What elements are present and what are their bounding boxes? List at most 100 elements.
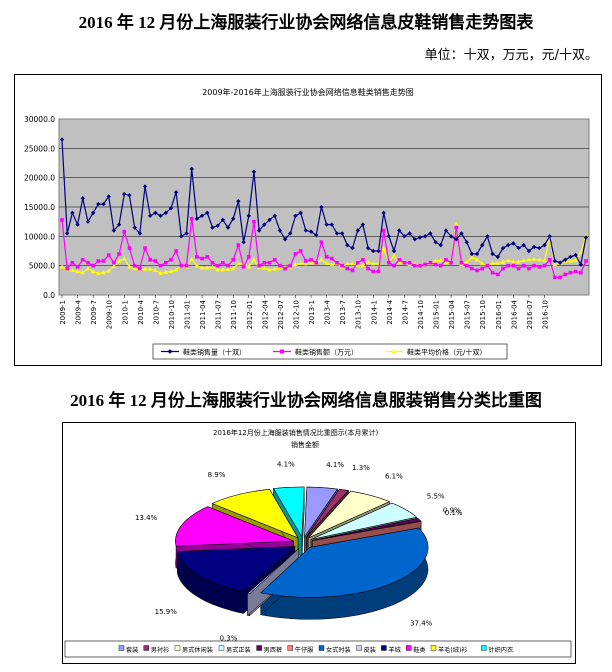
- pie-legend-label: 男西裤: [264, 646, 283, 654]
- pie-legend-swatch: [287, 645, 294, 651]
- data-point-sales_amt: [288, 263, 293, 268]
- data-point-avg_price: [516, 259, 521, 264]
- data-point-sales_amt: [96, 259, 101, 263]
- pie-legend-swatch: [143, 645, 150, 651]
- data-point-sales_qty: [454, 237, 459, 242]
- data-point-sales_qty: [173, 190, 179, 195]
- data-point-sales_amt: [221, 260, 225, 265]
- pie-legend-label: 套装: [126, 646, 138, 654]
- line-chart: 2009年-2016年上海服装行业协会网络信息鞋类销售走势图 30000.0 25…: [24, 87, 590, 360]
- data-point-sales_qty: [189, 166, 194, 172]
- data-point-sales_qty: [334, 231, 340, 236]
- data-point-avg_price: [127, 264, 132, 269]
- data-point-sales_amt: [428, 260, 433, 265]
- data-point-avg_price: [350, 261, 355, 266]
- data-point-sales_amt: [516, 266, 521, 271]
- data-point-sales_qty: [526, 248, 532, 254]
- data-point-sales_amt: [138, 266, 142, 271]
- data-point-sales_qty: [438, 242, 443, 248]
- data-point-avg_price: [526, 257, 532, 262]
- x-tick-label: 2016-04: [510, 299, 518, 329]
- data-point-sales_qty: [557, 260, 563, 265]
- data-point-avg_price: [537, 257, 542, 262]
- data-point-sales_amt: [412, 263, 417, 268]
- data-point-sales_qty: [547, 234, 552, 239]
- data-point-sales_amt: [387, 260, 391, 265]
- data-point-sales_qty: [339, 231, 345, 236]
- data-point-sales_qty: [480, 242, 485, 248]
- data-point-avg_price: [272, 266, 277, 271]
- data-point-sales_qty: [319, 204, 324, 210]
- data-point-sales_amt: [345, 266, 350, 271]
- pie-legend-swatch: [481, 645, 487, 651]
- data-point-sales_qty: [293, 213, 298, 218]
- data-point-sales_amt: [309, 258, 313, 262]
- data-point-sales_qty: [464, 240, 469, 245]
- pie-legend-box: [64, 640, 572, 658]
- data-point-sales_amt: [376, 269, 381, 274]
- data-point-sales_amt: [568, 270, 573, 275]
- data-point-sales_qty: [381, 210, 386, 216]
- data-point-sales_qty: [391, 248, 397, 254]
- data-point-sales_amt: [257, 263, 261, 268]
- data-point-sales_amt: [553, 275, 557, 280]
- pie-data-label: 6.1%: [385, 472, 403, 480]
- data-point-avg_price: [122, 256, 127, 261]
- data-point-sales_qty: [64, 231, 70, 236]
- data-point-sales_amt: [584, 259, 588, 263]
- data-point-sales_qty: [85, 219, 91, 224]
- data-point-sales_amt: [547, 258, 552, 262]
- data-point-avg_price: [158, 270, 163, 275]
- data-point-avg_price: [542, 257, 547, 262]
- data-point-sales_amt: [283, 266, 287, 271]
- data-point-avg_price: [391, 253, 397, 258]
- pie-legend-swatch: [218, 645, 225, 651]
- pie-legend-label: 男衬衫: [151, 646, 170, 654]
- data-point-sales_amt: [246, 255, 251, 259]
- data-point-sales_amt: [470, 266, 474, 271]
- data-point-avg_price: [142, 266, 148, 271]
- data-point-sales_qty: [184, 231, 189, 236]
- data-point-avg_price: [106, 268, 111, 273]
- data-point-sales_qty: [158, 213, 163, 218]
- data-point-sales_amt: [454, 225, 459, 230]
- data-point-sales_amt: [324, 255, 329, 259]
- data-point-sales_amt: [542, 263, 547, 268]
- data-point-sales_qty: [147, 213, 153, 218]
- data-point-sales_qty: [303, 228, 309, 233]
- data-point-sales_qty: [106, 194, 111, 199]
- data-point-sales_amt: [262, 260, 267, 265]
- x-tick-label: 2012-01: [246, 300, 254, 329]
- x-tick-label: 2011-10: [230, 300, 238, 329]
- data-point-sales_amt: [293, 252, 298, 256]
- x-tick-label: 2013-7: [339, 300, 347, 325]
- data-point-sales_amt: [579, 270, 583, 275]
- pie-legend-label: 羊毛(绒)衫: [438, 646, 468, 654]
- data-point-sales_amt: [361, 258, 365, 262]
- data-point-avg_price: [59, 264, 65, 269]
- data-point-avg_price: [381, 246, 386, 251]
- data-point-avg_price: [345, 261, 350, 266]
- y-tick-label: 20000.0: [24, 174, 55, 183]
- data-point-sales_qty: [402, 234, 407, 239]
- data-point-sales_amt: [158, 263, 163, 268]
- data-point-sales_qty: [542, 242, 547, 248]
- pie-slice-羊绒: [177, 546, 296, 592]
- data-point-sales_amt: [60, 218, 64, 222]
- pie-chart-title: 2016年12月份上海服装销售情况比重图示(本月累计): [213, 428, 378, 437]
- pie-legend-swatch: [318, 645, 325, 651]
- page-title-apparel: 2016 年 12 月份上海服装行业协会网络信息服装销售分类比重图: [70, 391, 542, 410]
- data-point-avg_price: [521, 257, 526, 262]
- data-point-sales_amt: [148, 258, 152, 262]
- data-point-sales_qty: [314, 232, 319, 238]
- data-point-sales_amt: [189, 216, 194, 221]
- data-point-sales_qty: [376, 248, 381, 254]
- data-point-sales_amt: [366, 266, 370, 271]
- data-point-sales_qty: [179, 234, 184, 239]
- pie-slice-套装: [304, 486, 338, 539]
- data-point-avg_price: [397, 260, 402, 265]
- x-tick-label: 2010-10: [168, 300, 176, 329]
- data-point-sales_amt: [106, 253, 111, 257]
- data-point-avg_price: [168, 269, 174, 274]
- data-point-sales_amt: [298, 249, 303, 253]
